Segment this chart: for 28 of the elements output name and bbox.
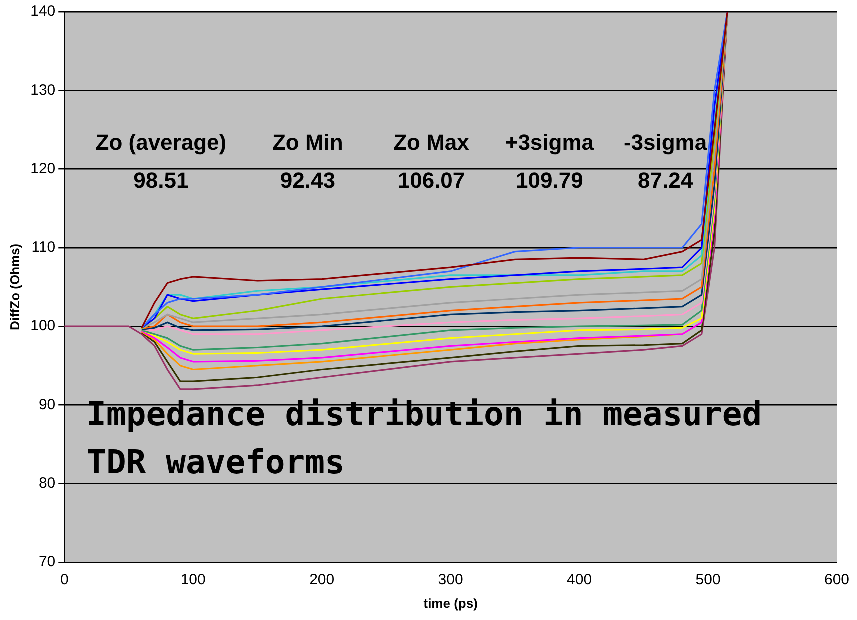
y-tick-label: 100 [30, 318, 56, 335]
y-tick-label: 90 [38, 396, 56, 414]
x-tick-label: 100 [180, 572, 206, 589]
annotation: Impedance distribution in measured TDR waveforms [86, 394, 762, 482]
annotation: 87.24 [638, 168, 694, 194]
x-tick-label: 300 [438, 572, 464, 589]
x-tick-label: 200 [310, 572, 335, 589]
annotation: 109.79 [516, 168, 584, 194]
annotation: Zo (average) [96, 130, 227, 156]
y-tick-label: 70 [38, 554, 56, 571]
annotation: 92.43 [280, 168, 336, 194]
annotation: -3sigma [624, 130, 708, 156]
x-tick-label: 600 [824, 572, 850, 589]
y-tick-label: 130 [30, 82, 56, 99]
y-tick-label: 110 [32, 239, 56, 256]
y-tick-label: 80 [38, 474, 56, 492]
annotation: +3sigma [505, 130, 595, 156]
y-tick-label: 120 [30, 160, 56, 178]
x-tick-label: 500 [696, 572, 721, 589]
y-tick-label: 140 [30, 3, 56, 20]
annotation: 98.51 [134, 168, 189, 194]
annotation: Zo Max [394, 130, 470, 156]
x-tick-label: 0 [60, 572, 69, 589]
x-tick-label: 400 [567, 572, 592, 589]
y-axis-title: DiffZo (Ohms) [7, 244, 22, 331]
x-axis-title: time (ps) [424, 596, 478, 611]
annotation: 106.07 [398, 168, 466, 194]
annotation: Zo Min [272, 130, 344, 156]
